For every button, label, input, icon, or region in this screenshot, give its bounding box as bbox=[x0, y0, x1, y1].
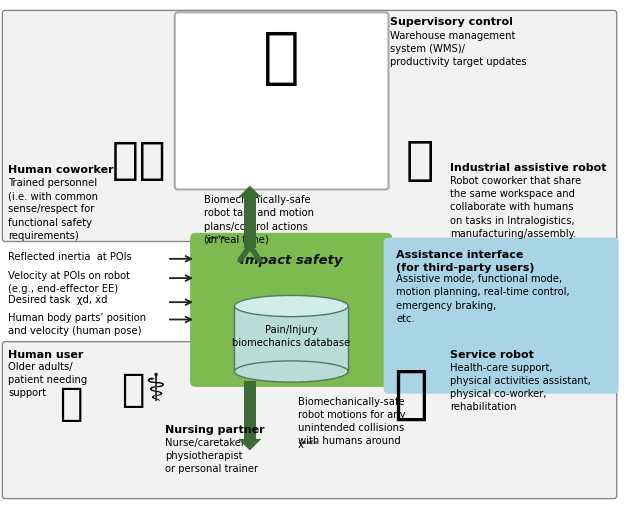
Text: Supervisory control: Supervisory control bbox=[390, 17, 513, 27]
Text: Biomechanically-safe
robot motions for any
unintended collisions
with humans aro: Biomechanically-safe robot motions for a… bbox=[298, 397, 406, 446]
Text: Service robot: Service robot bbox=[450, 350, 534, 360]
Text: Biomechanically-safe
robot task and motion
plans/control actions
(in real time): Biomechanically-safe robot task and moti… bbox=[204, 195, 314, 245]
Text: Impact safety: Impact safety bbox=[240, 254, 342, 267]
FancyArrowPatch shape bbox=[240, 245, 260, 260]
Text: Robot coworker that share
the same workspace and
collaborate with humans
on task: Robot coworker that share the same works… bbox=[450, 176, 581, 239]
Polygon shape bbox=[238, 186, 261, 197]
Text: Human coworker: Human coworker bbox=[8, 165, 114, 176]
Text: 🤖: 🤖 bbox=[393, 366, 428, 422]
Text: Reflected inertia  at POIs: Reflected inertia at POIs bbox=[8, 252, 132, 262]
Text: Human user: Human user bbox=[8, 350, 83, 360]
FancyBboxPatch shape bbox=[3, 342, 617, 499]
Polygon shape bbox=[238, 439, 261, 450]
Text: Human body parts’ position
and velocity (human pose): Human body parts’ position and velocity … bbox=[8, 313, 147, 335]
Text: ẋˢᵃᶠᵉ: ẋˢᵃᶠᵉ bbox=[205, 235, 226, 245]
FancyBboxPatch shape bbox=[3, 10, 617, 241]
Text: Older adults/
patient needing
support: Older adults/ patient needing support bbox=[8, 362, 88, 398]
Text: Nurse/caretaker,
physiotherapist
or personal trainer: Nurse/caretaker, physiotherapist or pers… bbox=[165, 438, 258, 474]
FancyBboxPatch shape bbox=[384, 238, 619, 393]
FancyBboxPatch shape bbox=[175, 12, 388, 189]
Text: Desired task  χd, ẋd: Desired task χd, ẋd bbox=[8, 295, 108, 305]
Text: Assistance interface
(for third-party users): Assistance interface (for third-party us… bbox=[396, 250, 534, 273]
Text: Health-care support,
physical activities assistant,
physical co-worker,
rehabili: Health-care support, physical activities… bbox=[450, 363, 591, 412]
Text: 🏭: 🏭 bbox=[263, 29, 300, 88]
Text: Assistive mode, functional mode,
motion planning, real-time control,
emergency b: Assistive mode, functional mode, motion … bbox=[396, 274, 570, 324]
Text: Velocity at POIs on robot
(e.g., end-effector EE): Velocity at POIs on robot (e.g., end-eff… bbox=[8, 271, 130, 294]
Bar bbox=[234, 306, 348, 372]
Bar bbox=[244, 197, 255, 248]
Text: Trained personnel
(i.e. with common
sense/respect for
functional safety
requirem: Trained personnel (i.e. with common sens… bbox=[8, 178, 98, 241]
Text: Pain/Injury
biomechanics database: Pain/Injury biomechanics database bbox=[232, 325, 350, 349]
Ellipse shape bbox=[234, 361, 348, 382]
Text: ẋˢᵃᶠᵉ: ẋˢᵃᶠᵉ bbox=[298, 440, 319, 450]
Text: 👴: 👴 bbox=[59, 385, 83, 423]
Text: Industrial assistive robot: Industrial assistive robot bbox=[450, 163, 607, 174]
Text: 🦾: 🦾 bbox=[406, 139, 435, 184]
Text: Warehouse management
system (WMS)/
productivity target updates: Warehouse management system (WMS)/ produ… bbox=[390, 31, 527, 67]
Text: 👩‍⚕️: 👩‍⚕️ bbox=[122, 371, 166, 409]
Bar bbox=[244, 381, 255, 439]
Text: 🧑‍🔧: 🧑‍🔧 bbox=[113, 139, 166, 182]
FancyBboxPatch shape bbox=[190, 233, 392, 387]
Ellipse shape bbox=[234, 295, 348, 317]
Text: Nursing partner: Nursing partner bbox=[165, 426, 265, 435]
